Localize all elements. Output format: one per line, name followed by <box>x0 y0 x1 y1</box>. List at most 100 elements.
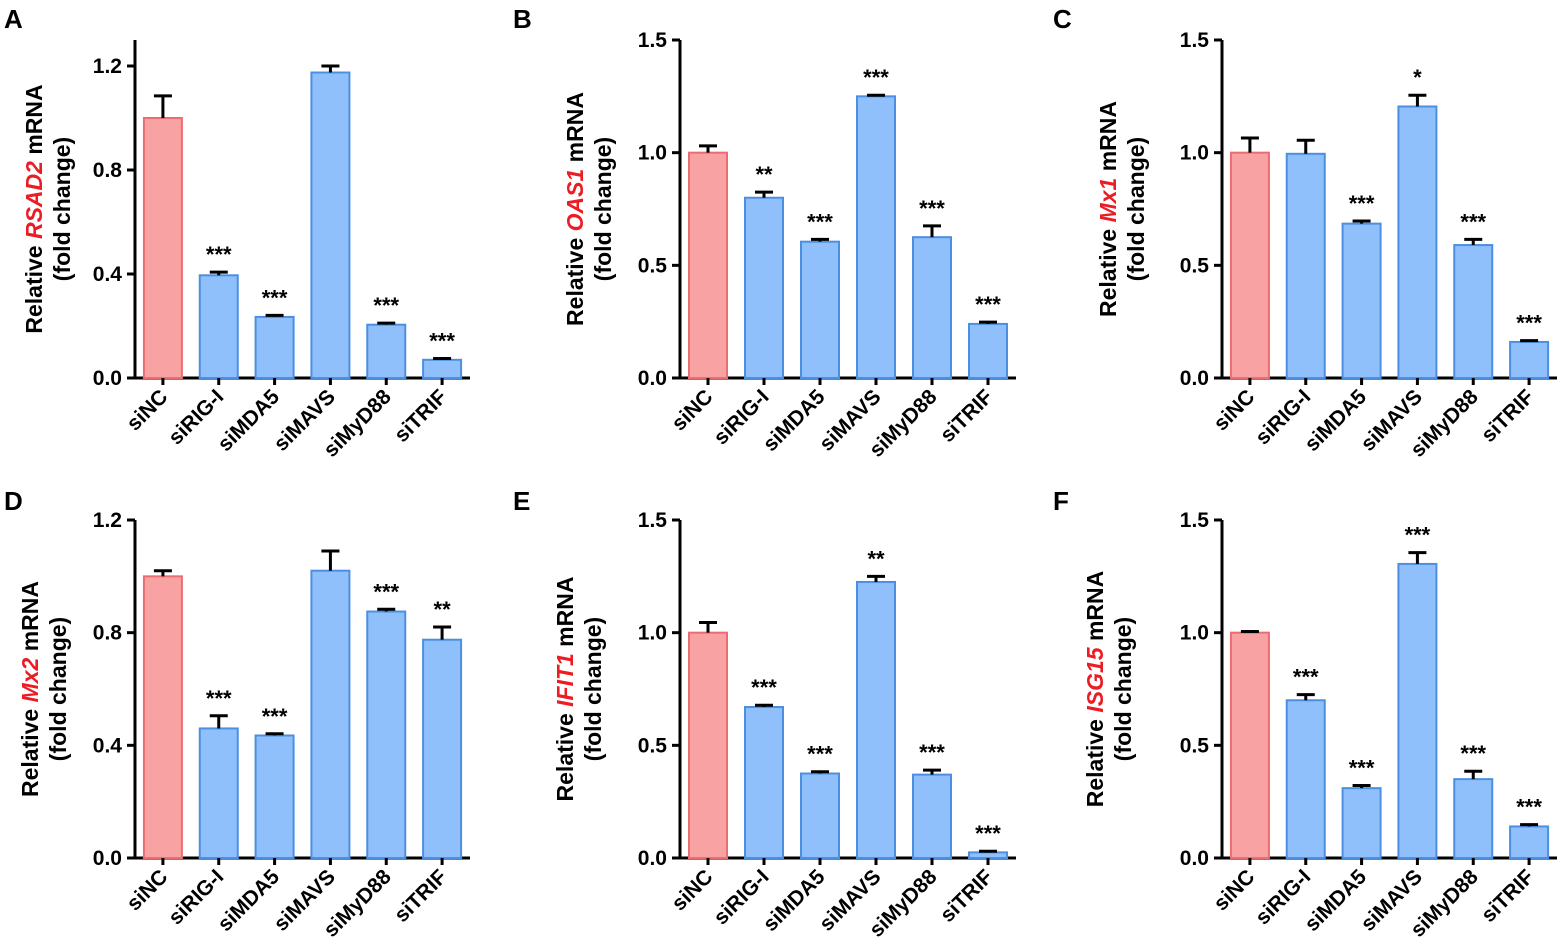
bar-sitrif <box>1509 340 1550 379</box>
x-category-label: siNC <box>1209 865 1259 915</box>
bar-sirig-i <box>1285 699 1326 859</box>
y-axis-label-line2: (fold change) <box>1123 137 1149 281</box>
bar-simavs <box>310 569 351 859</box>
y-axis-label-line1: Relative Mx1 mRNA <box>1095 101 1121 317</box>
y-axis-label-gene: RSAD2 <box>21 161 47 239</box>
x-category-label: siTRIF <box>390 865 452 927</box>
y-axis-label-prefix: Relative <box>1095 222 1121 317</box>
y-axis-label: Relative IFIT1 mRNA(fold change) <box>552 577 606 802</box>
y-tick-label: 0.0 <box>93 367 122 390</box>
y-axis-label-line2: (fold change) <box>590 137 616 281</box>
significance-label: *** <box>1349 755 1375 780</box>
y-axis-label-gene: Mx2 <box>17 657 43 702</box>
bar-simyd88 <box>1453 244 1494 379</box>
y-tick-label: 0.8 <box>93 622 123 645</box>
y-axis-label-suffix: mRNA <box>1082 571 1108 648</box>
y-axis-label-line1: Relative Mx2 mRNA <box>17 581 43 797</box>
y-axis-label-gene: ISG15 <box>1082 646 1108 712</box>
y-tick-label: 1.5 <box>1180 509 1210 532</box>
x-category-label: siTRIF <box>1477 385 1539 447</box>
x-category-label: siTRIF <box>390 385 452 447</box>
x-category-label: siMDA5 <box>213 865 284 936</box>
panel-letter: B <box>513 4 532 34</box>
significance-label: *** <box>1405 523 1431 548</box>
y-tick-label: 1.5 <box>638 29 668 52</box>
significance-label: *** <box>1516 311 1542 336</box>
significance-label: *** <box>919 740 945 765</box>
panel-letter: F <box>1053 486 1069 516</box>
y-tick-label: 0.5 <box>1180 254 1210 277</box>
y-axis-label-suffix: mRNA <box>562 92 588 169</box>
significance-label: *** <box>429 329 455 354</box>
bar-simavs <box>856 95 896 379</box>
y-axis-label-line1: Relative OAS1 mRNA <box>562 92 588 326</box>
y-tick-label: 0.0 <box>93 847 122 870</box>
y-axis-label: Relative OAS1 mRNA(fold change) <box>562 92 616 326</box>
y-axis-label-gene: IFIT1 <box>552 653 578 707</box>
y-axis-label-prefix: Relative <box>17 702 43 797</box>
bar-simyd88 <box>912 773 952 859</box>
x-category-label: siTRIF <box>936 385 998 447</box>
y-tick-label: 1.5 <box>1180 29 1210 52</box>
x-category-label: siNC <box>667 385 717 435</box>
x-category-label: siMDA5 <box>1300 865 1371 936</box>
bar-sinc <box>1229 151 1270 379</box>
significance-label: *** <box>373 579 399 604</box>
significance-label: *** <box>1349 191 1375 216</box>
y-axis-label-suffix: mRNA <box>17 581 43 658</box>
significance-label: *** <box>807 209 833 234</box>
y-axis-label-prefix: Relative <box>552 707 578 802</box>
y-axis-label-prefix: Relative <box>562 231 588 326</box>
significance-label: *** <box>1460 741 1486 766</box>
bar-sitrif <box>422 358 463 379</box>
significance-label: *** <box>206 242 232 267</box>
chart-panel-d: D0.00.40.81.2siNC***siRIG-I***siMDA5siMA… <box>4 486 470 942</box>
significance-label: *** <box>919 196 945 221</box>
y-axis-label-gene: OAS1 <box>562 169 588 232</box>
panel-letter: A <box>4 4 23 34</box>
y-tick-label: 0.5 <box>1180 734 1210 757</box>
bar-simda5 <box>800 240 840 379</box>
x-category-label: siNC <box>1209 385 1259 435</box>
significance-label: *** <box>1516 795 1542 820</box>
y-tick-label: 0.0 <box>638 367 667 390</box>
x-category-label: siNC <box>122 865 172 915</box>
bar-sirig-i <box>1285 152 1326 379</box>
panel-letter: D <box>4 486 23 516</box>
x-category-label: siMDA5 <box>759 385 830 456</box>
bar-simda5 <box>1341 222 1382 379</box>
y-axis-label-suffix: mRNA <box>552 577 578 654</box>
y-axis-label-suffix: mRNA <box>21 84 47 161</box>
chart-panel-f: F0.00.51.01.5siNC***siRIG-I***siMDA5***s… <box>1053 486 1557 942</box>
y-tick-label: 1.0 <box>1180 622 1209 645</box>
x-category-label: siTRIF <box>1477 865 1539 927</box>
significance-label: *** <box>975 821 1001 846</box>
y-tick-label: 0.4 <box>93 734 123 757</box>
significance-label: *** <box>863 65 889 90</box>
bar-sitrif <box>422 638 463 859</box>
significance-label: *** <box>206 686 232 711</box>
bar-sinc <box>688 631 728 860</box>
significance-label: * <box>1413 65 1422 90</box>
significance-label: ** <box>755 162 773 187</box>
x-category-label: siMDA5 <box>213 385 284 456</box>
y-axis-label: Relative ISG15 mRNA(fold change) <box>1082 571 1136 808</box>
y-tick-label: 1.2 <box>93 509 122 532</box>
chart-panel-e: E0.00.51.01.5siNC***siRIG-I***siMDA5**si… <box>513 486 1016 942</box>
x-category-label: siNC <box>667 865 717 915</box>
significance-label: *** <box>373 293 399 318</box>
y-axis-label-prefix: Relative <box>1082 713 1108 808</box>
bar-simda5 <box>254 315 295 379</box>
bar-simyd88 <box>1453 778 1494 860</box>
y-axis-label: Relative Mx2 mRNA (fold change) <box>17 581 71 797</box>
y-axis-label-prefix: Relative <box>21 239 47 334</box>
panel-letter: C <box>1053 4 1072 34</box>
bar-simyd88 <box>366 323 407 380</box>
y-axis-label-gene: Mx1 <box>1095 178 1121 223</box>
bar-sinc <box>142 575 183 859</box>
bar-sirig-i <box>744 706 784 859</box>
bar-sitrif <box>968 322 1008 380</box>
y-tick-label: 1.0 <box>638 622 667 645</box>
y-tick-label: 0.0 <box>1180 367 1209 390</box>
